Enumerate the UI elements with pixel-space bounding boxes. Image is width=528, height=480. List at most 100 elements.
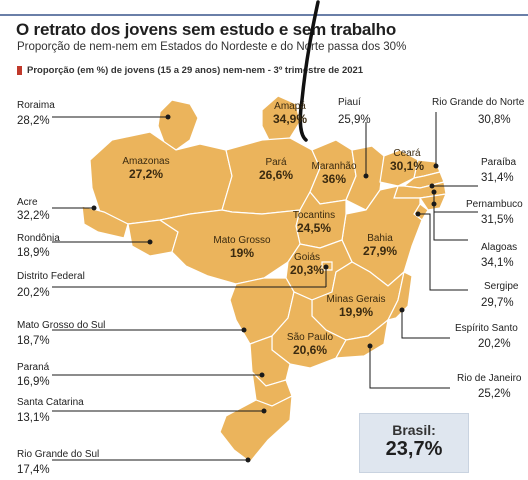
leader-dot-santa-catarina (261, 408, 267, 414)
state-shape-amapa (261, 95, 301, 143)
leader-dot-piaui (363, 173, 369, 179)
label-es-value: 20,2% (478, 338, 511, 350)
state-name: Amazonas (122, 156, 170, 167)
brasil-total-box: Brasil: 23,7% (359, 413, 469, 473)
label-alagoas-value: 34,1% (481, 257, 514, 269)
label-rn-value: 30,8% (478, 114, 511, 126)
map-title: O retrato dos jovens sem estudo e sem tr… (16, 20, 397, 39)
top-rule (0, 0, 528, 16)
label-df-name: Distrito Federal (17, 271, 85, 282)
label-rs-value: 17,4% (17, 464, 50, 476)
state-label-tocantins: Tocantins 24,5% (293, 210, 335, 235)
state-name: Minas Gerais (326, 294, 386, 305)
label-alagoas-name: Alagoas (481, 242, 518, 253)
state-name: Ceará (393, 148, 421, 159)
label-acre-name: Acre (17, 197, 38, 208)
state-name: São Paulo (286, 332, 334, 343)
state-value: 36% (321, 172, 347, 186)
label-roraima-name: Roraima (17, 100, 55, 111)
state-value: 19% (229, 246, 255, 260)
state-value: 27,9% (362, 244, 398, 258)
label-piaui-name: Piauí (338, 97, 361, 108)
legend-swatch (17, 66, 22, 75)
label-parana-value: 16,9% (17, 376, 50, 388)
leader-dot-pernambuco (431, 189, 437, 195)
label-rj-name: Rio de Janeiro (457, 373, 522, 384)
state-value: 20,6% (292, 343, 328, 357)
label-paraiba-name: Paraíba (481, 157, 517, 168)
legend-text: Proporção (em %) de jovens (15 a 29 anos… (27, 65, 364, 76)
leader-dot-rio-grande-do-sul (245, 457, 251, 463)
label-rj-value: 25,2% (478, 388, 511, 400)
leader-dot-rio-grande-do-norte (433, 163, 439, 169)
label-sergipe-value: 29,7% (481, 297, 514, 309)
label-ms-value: 18,7% (17, 335, 50, 347)
label-paraiba-value: 31,4% (481, 172, 514, 184)
state-name: Tocantins (292, 210, 336, 221)
leader-dot-rio-de-janeiro (367, 343, 373, 349)
label-rn-name: Rio Grande do Norte (432, 97, 525, 108)
state-value: 20,3% (289, 263, 325, 277)
state-label-goias: Goiás 20,3% (290, 252, 324, 277)
legend: Proporção (em %) de jovens (15 a 29 anos… (17, 65, 363, 76)
state-shape-mato-grosso (158, 209, 301, 285)
state-value: 30,1% (389, 159, 425, 173)
leader-dot-mato-grosso-do-sul (241, 327, 247, 333)
state-value: 19,9% (338, 305, 374, 319)
label-acre-value: 32,2% (17, 210, 50, 222)
label-sc-value: 13,1% (17, 412, 50, 424)
leader-dot-paraiba (429, 183, 435, 189)
leader-dot-acre (91, 205, 97, 211)
leader-line-alagoas (433, 204, 468, 241)
label-rondonia-name: Rondônia (17, 233, 60, 244)
leader-dot-alagoas (431, 201, 437, 207)
state-shape-acre (81, 205, 129, 239)
label-sergipe-name: Sergipe (484, 281, 519, 292)
label-roraima-value: 28,2% (17, 115, 50, 127)
state-name: Bahia (367, 233, 393, 244)
leader-dot-parana (259, 372, 265, 378)
state-label-mato-grosso: Mato Grosso 19% (213, 235, 270, 260)
state-value: 26,6% (258, 168, 294, 182)
state-shape-rio-grande-do-sul (219, 394, 293, 463)
state-name: Pará (265, 157, 287, 168)
state-value: 27,2% (128, 167, 164, 181)
leader-line-sergipe (418, 213, 468, 291)
state-label-ceara: Ceará 30,1% (390, 148, 424, 173)
label-rondonia-value: 18,9% (17, 247, 50, 259)
label-parana-name: Paraná (17, 362, 50, 373)
leader-dot-roraima (165, 114, 171, 120)
state-value: 34,9% (272, 112, 308, 126)
leader-line-espirito-santo (401, 310, 450, 339)
state-name: Amapá (274, 101, 306, 112)
marker-stroke (298, 0, 320, 142)
state-value: 24,5% (296, 221, 332, 235)
state-name: Goiás (293, 252, 321, 263)
label-pernambuco-value: 31,5% (481, 214, 514, 226)
label-pernambuco-name: Pernambuco (466, 199, 523, 210)
state-label-minas-gerais: Minas Gerais 19,9% (327, 294, 386, 319)
state-name: Mato Grosso (213, 235, 271, 246)
label-ms-name: Mato Grosso do Sul (17, 320, 106, 331)
leader-dot-sergipe (415, 211, 421, 217)
state-label-para: Pará 26,6% (259, 157, 293, 182)
label-es-name: Espírito Santo (455, 323, 518, 334)
state-label-maranhao: Maranhão 36% (311, 161, 356, 186)
state-shape-roraima (157, 99, 199, 151)
brasil-total-label: Brasil: (392, 422, 436, 438)
label-sc-name: Santa Catarina (17, 397, 84, 408)
state-label-bahia: Bahia 27,9% (363, 233, 397, 258)
state-label-sao-paulo: São Paulo 20,6% (287, 332, 333, 357)
label-piaui-value: 25,9% (338, 114, 371, 126)
label-df-value: 20,2% (17, 287, 50, 299)
leader-dot-rondonia (147, 239, 153, 245)
state-label-amazonas: Amazonas 27,2% (122, 156, 169, 181)
state-label-amapa: Amapá 34,9% (273, 101, 307, 126)
state-shape-rio-de-janeiro (334, 318, 389, 359)
leader-line-rio-de-janeiro (369, 346, 450, 389)
label-rs-name: Rio Grande do Sul (17, 449, 100, 460)
brasil-total-value: 23,7% (385, 438, 443, 460)
state-name: Maranhão (311, 161, 357, 172)
leader-dot-espirito-santo (399, 307, 405, 313)
